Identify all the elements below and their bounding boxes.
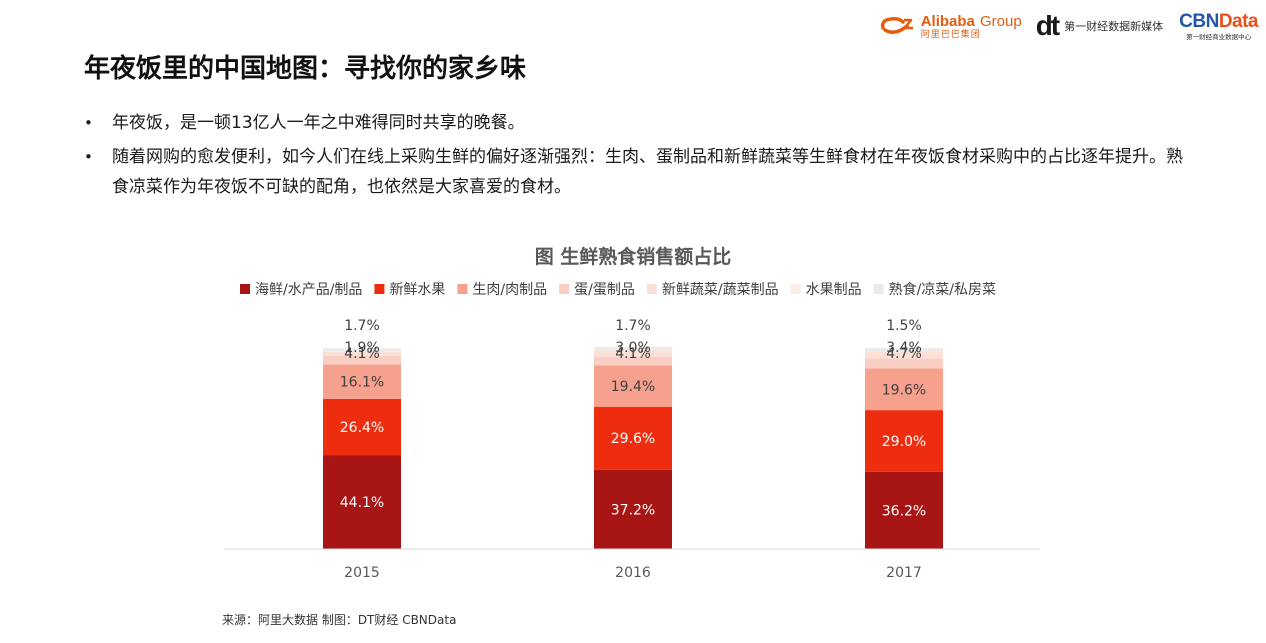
data-label: 19.4%	[611, 379, 655, 395]
bar-segment	[594, 350, 672, 357]
bullet-item: • 年夜饭，是一顿13亿人一年之中难得同时共享的晚餐。	[84, 108, 1194, 138]
bar-segment	[323, 398, 401, 456]
cbndata-logo: CBNData 第一财经商业数据中心	[1179, 12, 1258, 41]
bar-segment	[323, 364, 401, 399]
chart-bars: 44.1%26.4%16.1%4.1%1.9%1.7%37.2%29.6%19.…	[323, 318, 943, 549]
bar-segment	[323, 455, 401, 549]
dt-mark: dt	[1035, 10, 1060, 41]
bar-segment	[594, 469, 672, 549]
bullet-text: 随着网购的愈发便利，如今人们在线上采购生鲜的偏好逐渐强烈：生肉、蛋制品和新鲜蔬菜…	[112, 147, 1183, 197]
legend-label: 新鲜蔬菜/蔬菜制品	[662, 282, 779, 298]
chart-legend: 海鲜/水产品/制品 新鲜水果 生肉/肉制品 蛋/蛋制品 新鲜蔬菜/蔬菜制品 水果制品 熟食/…	[240, 281, 996, 298]
legend-swatch	[457, 284, 468, 294]
legend-swatch	[646, 284, 657, 294]
bullet-text: 年夜饭，是一顿13亿人一年之中难得同时共享的晚餐。	[112, 113, 525, 133]
legend-item: 新鲜水果	[374, 282, 445, 298]
data-label: 44.1%	[340, 495, 384, 511]
legend-swatch	[790, 284, 801, 294]
data-label: 36.2%	[882, 503, 926, 519]
data-label: 26.4%	[340, 420, 384, 436]
data-label: 37.2%	[611, 502, 655, 518]
data-label: 19.6%	[882, 382, 926, 398]
alibaba-cn-text: 阿里巴巴集团	[920, 29, 981, 40]
cbndata-subtitle: 第一财经商业数据中心	[1186, 32, 1252, 41]
bar-segment	[594, 346, 672, 351]
data-label: 3.4%	[886, 340, 922, 356]
legend-item: 蛋/蛋制品	[559, 282, 635, 298]
bullet-marker: •	[84, 114, 93, 132]
x-tick-label: 2015	[344, 565, 380, 581]
bar-segment	[594, 406, 672, 470]
bar-segment	[865, 358, 943, 369]
legend-item: 海鲜/水产品/制品	[240, 282, 362, 298]
bar-segment	[865, 347, 943, 352]
legend-swatch	[559, 284, 570, 294]
data-label: 3.0%	[615, 340, 651, 356]
legend-item: 新鲜蔬菜/蔬菜制品	[646, 282, 779, 298]
bar-segment	[323, 348, 401, 352]
bar-segment	[865, 368, 943, 411]
bullet-item: • 随着网购的愈发便利，如今人们在线上采购生鲜的偏好逐渐强烈：生肉、蛋制品和新鲜…	[84, 142, 1194, 202]
data-label: 29.0%	[882, 434, 926, 450]
x-axis-ticks: 2015 2016 2017	[344, 565, 922, 581]
bar-segment	[323, 351, 401, 356]
data-label: 4.1%	[344, 346, 380, 362]
bar-segment	[594, 365, 672, 407]
bar-segment	[865, 471, 943, 549]
legend-label: 海鲜/水产品/制品	[255, 282, 362, 298]
bullet-list: • 年夜饭，是一顿13亿人一年之中难得同时共享的晚餐。 • 随着网购的愈发便利，…	[84, 108, 1194, 206]
alibaba-smile-icon	[880, 17, 913, 34]
data-label: 1.5%	[886, 318, 922, 334]
chart-title: 图 生鲜熟食销售额占比	[535, 245, 732, 268]
x-tick-label: 2016	[615, 565, 651, 581]
cbndata-mark: CBNData	[1179, 10, 1258, 32]
legend-item: 水果制品	[790, 282, 862, 298]
bullet-marker: •	[84, 148, 93, 166]
legend-label: 水果制品	[806, 282, 862, 298]
legend-label: 生肉/肉制品	[472, 282, 547, 298]
data-label: 1.9%	[344, 340, 380, 356]
x-tick-label: 2017	[886, 565, 922, 581]
data-label: 16.1%	[340, 375, 384, 391]
data-label: 4.7%	[886, 346, 922, 362]
partner-logos: Alibaba Group 阿里巴巴集团 dt 第一财经数据新媒体 CBNDat…	[877, 8, 1259, 44]
legend-item: 生肉/肉制品	[457, 282, 547, 298]
legend-label: 新鲜水果	[389, 282, 445, 298]
dt-text: 第一财经数据新媒体	[1064, 20, 1164, 33]
alibaba-en-text: Alibaba Group	[920, 12, 1022, 30]
legend-label: 熟食/凉菜/私房菜	[889, 281, 996, 298]
data-label: 29.6%	[611, 431, 655, 447]
source-note: 来源：阿里大数据 制图：DT财经 CBNData	[222, 613, 457, 627]
data-label: 4.1%	[615, 346, 651, 362]
bar-segment	[865, 351, 943, 359]
legend-swatch	[240, 284, 250, 294]
alibaba-group-logo: Alibaba Group 阿里巴巴集团	[877, 13, 1022, 40]
bar-segment	[323, 355, 401, 365]
data-label: 1.7%	[344, 318, 380, 334]
legend-swatch	[873, 284, 884, 294]
legend-swatch	[374, 284, 385, 294]
data-label: 1.7%	[615, 318, 651, 334]
page-title: 年夜饭里的中国地图：寻找你的家乡味	[84, 54, 527, 84]
bar-segment	[865, 410, 943, 472]
bar-segment	[594, 356, 672, 366]
stacked-bar-chart: 图 生鲜熟食销售额占比 海鲜/水产品/制品 新鲜水果 生肉/肉制品 蛋/蛋制品 新鲜蔬菜…	[224, 245, 1040, 581]
dt-logo: dt 第一财经数据新媒体	[1036, 12, 1163, 40]
legend-item: 熟食/凉菜/私房菜	[873, 281, 996, 298]
legend-label: 蛋/蛋制品	[574, 282, 635, 298]
